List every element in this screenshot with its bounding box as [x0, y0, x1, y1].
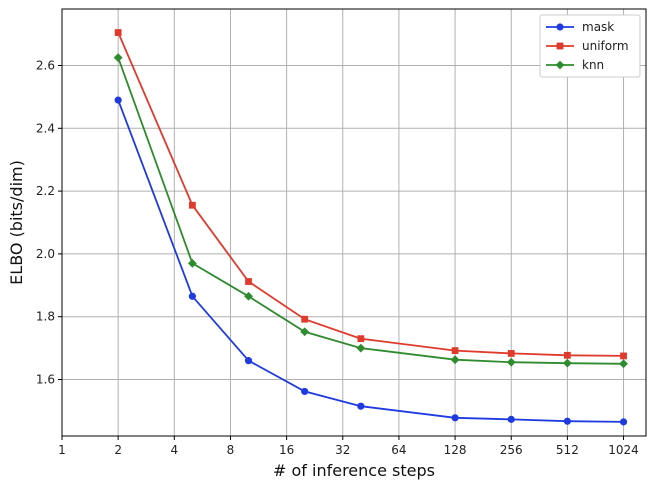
- x-axis-title: # of inference steps: [273, 461, 435, 480]
- series-layer: [113, 29, 628, 426]
- x-tick-label: 256: [500, 443, 523, 457]
- data-point-mask: [188, 292, 196, 300]
- x-tick-label: 16: [279, 443, 294, 457]
- legend-box: [539, 14, 641, 78]
- data-point-uniform: [357, 335, 365, 343]
- x-tick-label: 64: [391, 443, 406, 457]
- x-tick-label: 1: [58, 443, 66, 457]
- data-point-uniform: [188, 201, 196, 209]
- series-line-uniform: [117, 32, 624, 357]
- legend-item-mask: mask: [546, 20, 614, 34]
- data-point-uniform: [245, 278, 252, 285]
- grid-lines: [61, 9, 646, 436]
- legend-marker: [556, 23, 564, 31]
- data-point-knn: [619, 359, 628, 369]
- data-point-mask: [619, 418, 628, 426]
- series-knn: [113, 53, 628, 369]
- y-tick-label: 2.0: [36, 247, 55, 261]
- legend-item-uniform: uniform: [546, 39, 629, 53]
- data-point-uniform: [563, 351, 571, 359]
- y-tick-label: 2.6: [36, 59, 55, 73]
- data-point-knn: [300, 327, 310, 337]
- legend-label: mask: [582, 20, 614, 34]
- plot-frame: [61, 8, 647, 437]
- data-point-knn: [244, 291, 253, 301]
- data-point-knn: [506, 357, 516, 367]
- data-point-knn: [356, 343, 366, 353]
- series-uniform: [114, 29, 627, 360]
- data-point-mask: [114, 96, 122, 104]
- data-point-uniform: [507, 350, 515, 357]
- legend-label: uniform: [582, 39, 629, 53]
- data-point-mask: [357, 402, 365, 410]
- data-point-uniform: [114, 29, 122, 36]
- legend-marker: [556, 42, 564, 50]
- legend-item-knn: knn: [546, 58, 604, 72]
- y-tick-label: 2.2: [36, 184, 55, 198]
- x-tick-label: 4: [170, 443, 178, 457]
- x-tick-label: 2: [114, 443, 122, 457]
- series-mask: [114, 96, 628, 426]
- y-tick-label: 1.8: [36, 310, 55, 324]
- data-point-uniform: [620, 352, 627, 360]
- x-tick-label: 1024: [608, 443, 639, 457]
- series-line-knn: [117, 57, 624, 365]
- data-point-knn: [113, 53, 123, 63]
- data-point-mask: [507, 415, 515, 423]
- data-point-mask: [563, 417, 571, 425]
- data-point-uniform: [451, 347, 459, 354]
- y-tick-label: 2.4: [36, 121, 55, 135]
- x-tick-label: 8: [227, 443, 235, 457]
- data-point-mask: [244, 357, 253, 365]
- data-point-knn: [562, 358, 572, 368]
- y-axis-title: ELBO (bits/dim): [7, 160, 26, 285]
- legend-marker: [555, 60, 565, 70]
- legend: mask uniform knn: [539, 14, 641, 78]
- x-tick-label: 512: [556, 443, 579, 457]
- data-point-mask: [451, 414, 459, 422]
- axis-ticks: 1 2 4 8 16 32 64 128 256 512 1024 1.6 1.8 2.0 2.2 2.4 2.…: [36, 59, 639, 457]
- data-point-knn: [450, 355, 460, 365]
- legend-label: knn: [582, 58, 604, 72]
- data-point-mask: [301, 387, 309, 396]
- x-tick-label: 32: [335, 443, 350, 457]
- y-tick-label: 1.6: [36, 372, 55, 386]
- x-tick-label: 128: [444, 443, 467, 457]
- data-point-knn: [187, 258, 197, 268]
- data-point-uniform: [301, 315, 309, 323]
